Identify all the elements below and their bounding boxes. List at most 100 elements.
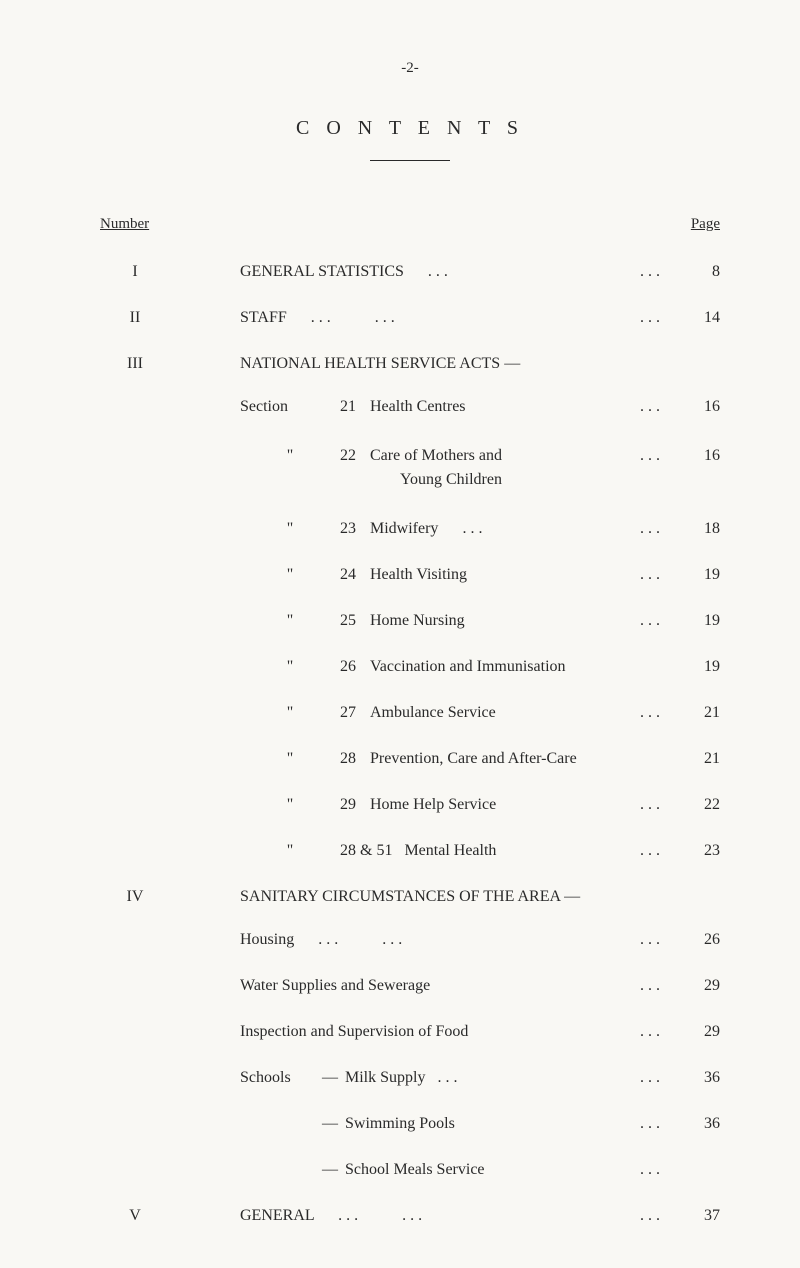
dots: . . . [625,1023,675,1041]
dots: . . . [625,263,675,281]
roman-II: II [100,309,170,327]
dots: . . . [291,309,351,327]
inspection-page: 29 [675,1023,720,1041]
milk-title: Milk Supply [345,1069,425,1086]
contents-title: C O N T E N T S [100,117,720,140]
section-29: " 29 Home Help Service . . . 22 [100,796,720,814]
swimming-title: Swimming Pools [345,1115,625,1133]
dots: . . . [625,1115,675,1133]
housing-page: 26 [675,931,720,949]
ditto: " [240,704,340,722]
meals-title: School Meals Service [345,1161,625,1179]
entry-II-page: 14 [675,309,720,327]
roman-IV: IV [100,888,170,906]
section-24-title: Health Visiting [370,566,625,584]
entry-I-title: GENERAL STATISTICS [240,263,404,280]
section-27-num: 27 [340,704,370,722]
dash: — [315,1069,345,1087]
section-29-page: 22 [675,796,720,814]
section-25-title: Home Nursing [370,612,625,630]
entry-II-title: STAFF [240,309,287,326]
item-swimming: — Swimming Pools . . . 36 [100,1115,720,1133]
section-23-num: 23 [340,520,370,538]
dots: . . . [442,520,502,538]
entry-V-page: 37 [675,1207,720,1225]
item-inspection: Inspection and Supervision of Food . . .… [100,1023,720,1041]
section-21-page: 16 [675,398,720,416]
section-28-51-title: Mental Health [404,842,496,859]
dots: . . . [437,1069,457,1086]
header-page: Page [691,216,720,233]
section-23-title: Midwifery [370,520,438,537]
title-rule [370,160,450,161]
dots: . . . [298,931,358,949]
section-27-title: Ambulance Service [370,704,625,722]
inspection-title: Inspection and Supervision of Food [240,1023,625,1041]
entry-III: III NATIONAL HEALTH SERVICE ACTS — [100,355,720,373]
section-25-num: 25 [340,612,370,630]
water-page: 29 [675,977,720,995]
dash: — [315,1161,345,1179]
ditto: " [240,612,340,630]
section-25-page: 19 [675,612,720,630]
section-22-num: 22 [340,447,370,465]
entry-V: V GENERAL . . . . . . . . . 37 [100,1207,720,1225]
section-26-title: Vaccination and Immunisation [370,658,625,676]
dots: . . . [625,931,675,949]
section-25: " 25 Home Nursing . . . 19 [100,612,720,630]
section-22-title-line1: Care of Mothers and [370,447,502,464]
item-milk: Schools — Milk Supply . . . . . . 36 [100,1069,720,1087]
dots: . . . [625,1207,675,1225]
section-22-title-line2: Young Children [370,471,502,488]
roman-III: III [100,355,170,373]
dots: . . . [625,1069,675,1087]
section-28-51-page: 23 [675,842,720,860]
dash: — [315,1115,345,1133]
schools-label: Schools [240,1069,315,1087]
header-row: Number Page [100,216,720,233]
ditto: " [240,566,340,584]
ditto: " [240,842,340,860]
roman-V: V [100,1207,170,1225]
swimming-page: 36 [675,1115,720,1133]
dots: . . . [625,842,675,860]
section-28-title: Prevention, Care and After-Care [370,750,625,768]
dots: . . . [318,1207,378,1225]
dots: . . . [625,1161,675,1179]
section-28-page: 21 [675,750,720,768]
entry-I: I GENERAL STATISTICS . . . . . . 8 [100,263,720,281]
entry-II: II STAFF . . . . . . . . . 14 [100,309,720,327]
section-27-page: 21 [675,704,720,722]
ditto: " [240,796,340,814]
ditto: " [240,520,340,538]
dots: . . . [408,263,468,281]
section-28-num: 28 [340,750,370,768]
entry-III-title: NATIONAL HEALTH SERVICE ACTS — [240,355,720,373]
section-24: " 24 Health Visiting . . . 19 [100,566,720,584]
section-26-num: 26 [340,658,370,676]
entry-I-page: 8 [675,263,720,281]
dots: . . . [625,796,675,814]
dots: . . . [362,931,422,949]
dots: . . . [625,612,675,630]
entry-V-title: GENERAL [240,1207,314,1224]
section-27: " 27 Ambulance Service . . . 21 [100,704,720,722]
dots: . . . [625,566,675,584]
item-meals: — School Meals Service . . . [100,1161,720,1179]
section-26: " 26 Vaccination and Immunisation 19 [100,658,720,676]
section-23: " 23 Midwifery . . . . . . 18 [100,520,720,538]
page-number-header: -2- [100,60,720,77]
section-28-51-num: 28 & 51 [340,842,392,859]
dots: . . . [382,1207,442,1225]
section-21-title: Health Centres [370,398,625,416]
section-21: Section 21 Health Centres . . . 16 [100,398,720,416]
entry-IV: IV SANITARY CIRCUMSTANCES OF THE AREA — [100,888,720,906]
dots: . . . [625,309,675,327]
section-28: " 28 Prevention, Care and After-Care 21 [100,750,720,768]
section-29-num: 29 [340,796,370,814]
dots: . . . [625,520,675,538]
section-23-page: 18 [675,520,720,538]
section-29-title: Home Help Service [370,796,625,814]
water-title: Water Supplies and Sewerage [240,977,625,995]
ditto: " [240,658,340,676]
